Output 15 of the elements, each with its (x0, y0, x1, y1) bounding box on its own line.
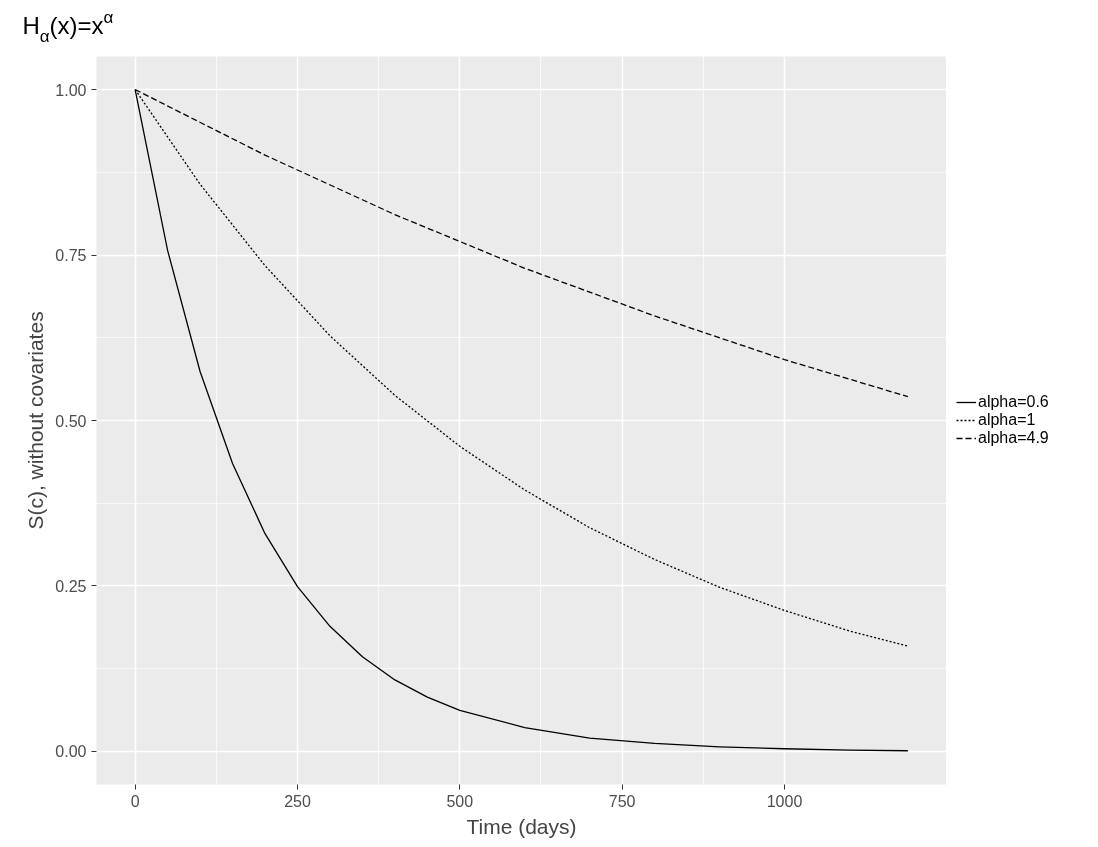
x-tick-label: 250 (284, 792, 311, 810)
y-axis-title: S(c), without covariates (24, 311, 48, 530)
y-tick-label: 1.00 (55, 81, 87, 99)
legend-label: alpha=0.6 (978, 393, 1049, 411)
legend-label: alpha=1 (978, 411, 1036, 429)
legend-label: alpha=4.9 (978, 429, 1049, 447)
y-tick-label: 0.75 (55, 247, 87, 265)
y-tick-label: 0.25 (55, 577, 87, 595)
x-tick-label: 0 (130, 792, 140, 810)
x-tick-label: 750 (608, 792, 636, 810)
x-axis-title: Time (days) (466, 814, 577, 838)
x-tick-label: 500 (446, 792, 474, 810)
y-tick-label: 0.50 (55, 412, 87, 430)
y-tick-label: 0.00 (55, 743, 87, 761)
x-tick-label: 1000 (766, 792, 803, 810)
